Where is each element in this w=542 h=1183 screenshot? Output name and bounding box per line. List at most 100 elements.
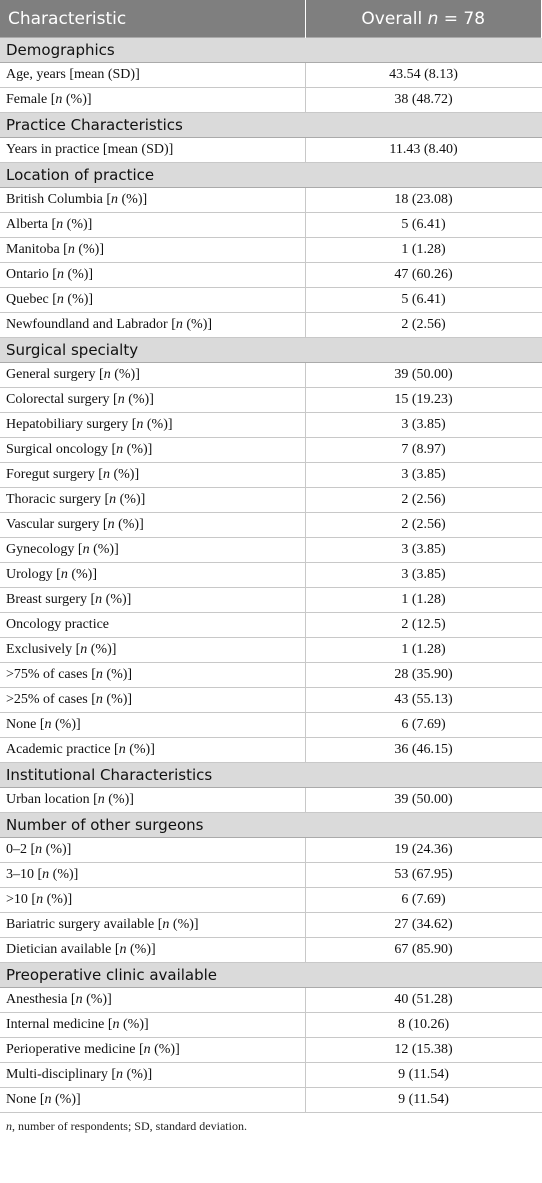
data-row: Newfoundland and Labrador [n (%)] 2 (2.56… xyxy=(0,312,542,338)
row-label: Thoracic surgery [n (%)] xyxy=(0,487,305,513)
row-label: >25% of cases [n (%)] xyxy=(0,687,305,713)
data-row: General surgery [n (%)] 39 (50.00) xyxy=(0,362,542,388)
data-row: Multi-disciplinary [n (%)] 9 (11.54) xyxy=(0,1062,542,1088)
row-value: 3 (3.85) xyxy=(304,462,542,488)
row-label: >10 [n (%)] xyxy=(0,887,305,913)
row-label: 0–2 [n (%)] xyxy=(0,837,305,863)
row-label: Surgical oncology [n (%)] xyxy=(0,437,305,463)
row-value: 11.43 (8.40) xyxy=(304,137,542,163)
data-row: 0–2 [n (%)] 19 (24.36) xyxy=(0,837,542,863)
header-cell: Overall n = 78 xyxy=(305,0,542,38)
section-row: Demographics xyxy=(0,37,542,63)
data-row: Dietician available [n (%)] 67 (85.90) xyxy=(0,937,542,963)
data-row: Anesthesia [n (%)] 40 (51.28) xyxy=(0,987,542,1013)
row-label: Manitoba [n (%)] xyxy=(0,237,305,263)
row-value: 9 (11.54) xyxy=(304,1087,542,1113)
section-title: Number of other surgeons xyxy=(0,812,542,838)
row-value: 43.54 (8.13) xyxy=(304,62,542,88)
data-row: Hepatobiliary surgery [n (%)] 3 (3.85) xyxy=(0,412,542,438)
row-value: 5 (6.41) xyxy=(304,287,542,313)
data-row: British Columbia [n (%)] 18 (23.08) xyxy=(0,187,542,213)
data-row: Ontario [n (%)] 47 (60.26) xyxy=(0,262,542,288)
row-value: 1 (1.28) xyxy=(304,587,542,613)
section-row: Institutional Characteristics xyxy=(0,762,542,788)
data-row: Years in practice [mean (SD)] 11.43 (8.40… xyxy=(0,137,542,163)
row-label: Age, years [mean (SD)] xyxy=(0,62,305,88)
row-label: Urban location [n (%)] xyxy=(0,787,305,813)
data-row: Foregut surgery [n (%)] 3 (3.85) xyxy=(0,462,542,488)
row-value: 47 (60.26) xyxy=(304,262,542,288)
row-value: 18 (23.08) xyxy=(304,187,542,213)
row-label: Gynecology [n (%)] xyxy=(0,537,305,563)
data-row: Perioperative medicine [n (%)] 12 (15.38) xyxy=(0,1037,542,1063)
row-label: Female [n (%)] xyxy=(0,87,305,113)
data-row: Age, years [mean (SD)] 43.54 (8.13) xyxy=(0,62,542,88)
row-value: 3 (3.85) xyxy=(304,412,542,438)
row-label: Academic practice [n (%)] xyxy=(0,737,305,763)
section-title: Preoperative clinic available xyxy=(0,962,542,988)
data-row: Urban location [n (%)] 39 (50.00) xyxy=(0,787,542,813)
row-value: 67 (85.90) xyxy=(304,937,542,963)
row-label: Years in practice [mean (SD)] xyxy=(0,137,305,163)
row-label: 3–10 [n (%)] xyxy=(0,862,305,888)
row-value: 6 (7.69) xyxy=(304,887,542,913)
data-row: Internal medicine [n (%)] 8 (10.26) xyxy=(0,1012,542,1038)
row-value: 43 (55.13) xyxy=(304,687,542,713)
section-title: Institutional Characteristics xyxy=(0,762,542,788)
row-label: Quebec [n (%)] xyxy=(0,287,305,313)
data-row: Vascular surgery [n (%)] 2 (2.56) xyxy=(0,512,542,538)
row-label: None [n (%)] xyxy=(0,1087,305,1113)
data-row: Female [n (%)] 38 (48.72) xyxy=(0,87,542,113)
data-row: Colorectal surgery [n (%)] 15 (19.23) xyxy=(0,387,542,413)
row-value: 2 (2.56) xyxy=(304,487,542,513)
row-label: Breast surgery [n (%)] xyxy=(0,587,305,613)
section-row: Practice Characteristics xyxy=(0,112,542,138)
data-row: Surgical oncology [n (%)] 7 (8.97) xyxy=(0,437,542,463)
row-label: Alberta [n (%)] xyxy=(0,212,305,238)
data-row: Gynecology [n (%)] 3 (3.85) xyxy=(0,537,542,563)
data-row: >10 [n (%)] 6 (7.69) xyxy=(0,887,542,913)
table-body: Demographics Age, years [mean (SD)] 43.54 … xyxy=(0,37,542,1113)
row-label: Anesthesia [n (%)] xyxy=(0,987,305,1013)
footnote: n, number of respondents; SD, standard d… xyxy=(6,1119,247,1133)
data-row: None [n (%)] 6 (7.69) xyxy=(0,712,542,738)
row-label: Foregut surgery [n (%)] xyxy=(0,462,305,488)
data-row: Oncology practice 2 (12.5) xyxy=(0,612,542,638)
data-row: >75% of cases [n (%)] 28 (35.90) xyxy=(0,662,542,688)
row-label: Exclusively [n (%)] xyxy=(0,637,305,663)
row-value: 1 (1.28) xyxy=(304,637,542,663)
row-label: Ontario [n (%)] xyxy=(0,262,305,288)
data-row: Exclusively [n (%)] 1 (1.28) xyxy=(0,637,542,663)
data-row: 3–10 [n (%)] 53 (67.95) xyxy=(0,862,542,888)
data-row: None [n (%)] 9 (11.54) xyxy=(0,1087,542,1113)
row-label: Vascular surgery [n (%)] xyxy=(0,512,305,538)
row-value: 38 (48.72) xyxy=(304,87,542,113)
row-label: Perioperative medicine [n (%)] xyxy=(0,1037,305,1063)
row-value: 8 (10.26) xyxy=(304,1012,542,1038)
row-value: 1 (1.28) xyxy=(304,237,542,263)
row-label: Dietician available [n (%)] xyxy=(0,937,305,963)
row-value: 5 (6.41) xyxy=(304,212,542,238)
row-label: Internal medicine [n (%)] xyxy=(0,1012,305,1038)
section-title: Location of practice xyxy=(0,162,542,188)
row-label: Newfoundland and Labrador [n (%)] xyxy=(0,312,305,338)
row-value: 19 (24.36) xyxy=(304,837,542,863)
section-title: Surgical specialty xyxy=(0,337,542,363)
data-row: Quebec [n (%)] 5 (6.41) xyxy=(0,287,542,313)
row-value: 39 (50.00) xyxy=(304,362,542,388)
section-row: Number of other surgeons xyxy=(0,812,542,838)
row-label: Oncology practice xyxy=(0,612,305,638)
row-value: 3 (3.85) xyxy=(304,537,542,563)
row-label: None [n (%)] xyxy=(0,712,305,738)
data-row: >25% of cases [n (%)] 43 (55.13) xyxy=(0,687,542,713)
row-value: 3 (3.85) xyxy=(304,562,542,588)
row-label: General surgery [n (%)] xyxy=(0,362,305,388)
row-value: 9 (11.54) xyxy=(304,1062,542,1088)
data-row: Academic practice [n (%)] 36 (46.15) xyxy=(0,737,542,763)
data-row: Manitoba [n (%)] 1 (1.28) xyxy=(0,237,542,263)
row-label: Bariatric surgery available [n (%)] xyxy=(0,912,305,938)
row-value: 2 (2.56) xyxy=(304,312,542,338)
row-label: British Columbia [n (%)] xyxy=(0,187,305,213)
row-value: 40 (51.28) xyxy=(304,987,542,1013)
